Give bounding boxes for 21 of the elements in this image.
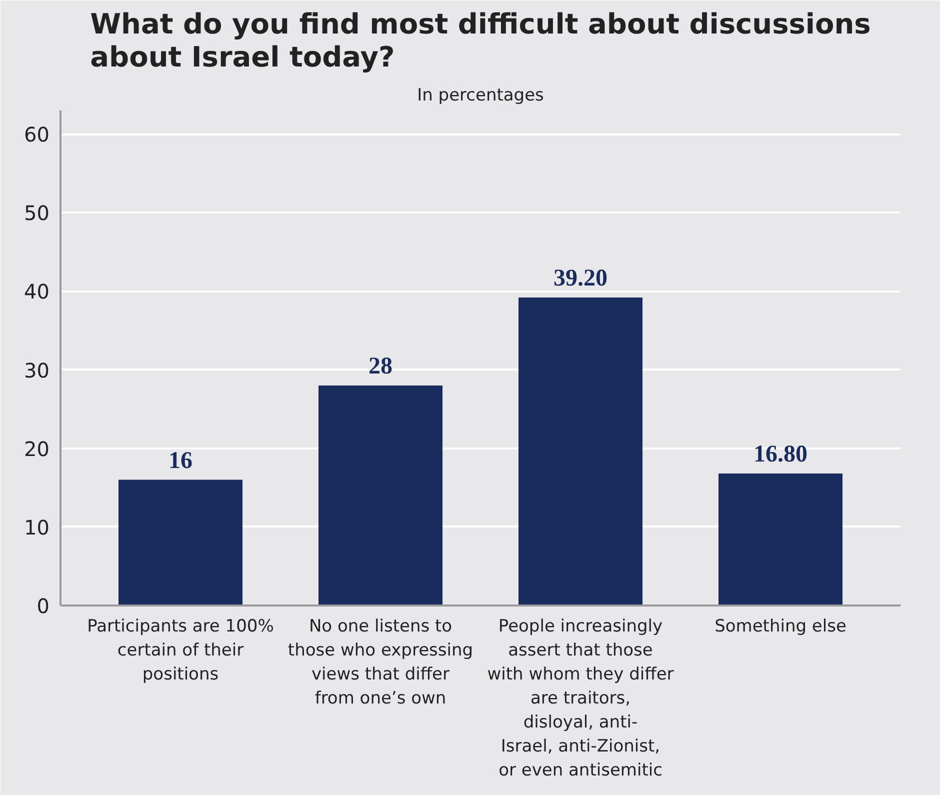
data-label: 28 <box>368 354 392 380</box>
x-tick-label: Something else <box>714 616 846 636</box>
x-tick-label: People increasingly assert that those with whom they differ are traitors, disloyal, anti-Israel, anti-Zionist, or even antisemitic <box>487 616 674 780</box>
bar <box>318 386 442 606</box>
y-tick-label: 50 <box>24 201 50 226</box>
chart-title: What do you find most difficult about discussions about Israel today? <box>90 8 871 74</box>
data-label: 16.80 <box>754 442 808 468</box>
bar <box>518 298 642 606</box>
chart-subtitle: In percentages <box>417 86 544 106</box>
x-tick-label: Participants are 100% certain of their positions <box>87 616 274 684</box>
y-tick-label: 0 <box>36 594 50 618</box>
y-tick-label: 60 <box>24 122 50 147</box>
y-tick-label: 40 <box>24 280 50 304</box>
bar <box>718 474 842 606</box>
x-tick-label: No one listens to those who expressing views that differ from one’s own <box>288 616 474 708</box>
y-tick-label: 10 <box>24 515 50 540</box>
data-label: 39.20 <box>554 266 608 292</box>
y-tick-label: 20 <box>24 436 50 461</box>
y-tick-label: 30 <box>24 358 50 382</box>
data-label: 16 <box>168 448 192 474</box>
bar <box>118 480 242 606</box>
